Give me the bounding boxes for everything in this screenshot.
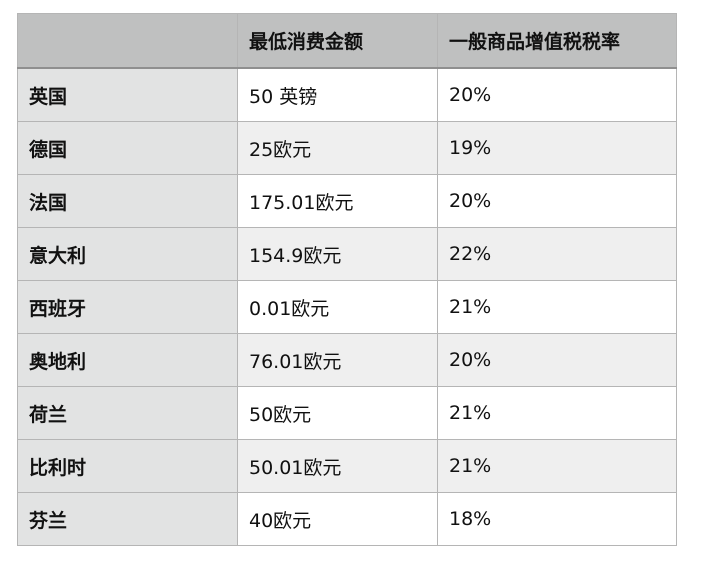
country-cell: 英国 bbox=[17, 67, 238, 122]
header-vat-rate: 一般商品增值税税率 bbox=[437, 13, 677, 69]
vat-rate-cell: 21% bbox=[437, 386, 677, 440]
vat-rate-cell: 21% bbox=[437, 439, 677, 493]
table-row: 比利时 50.01欧元 21% bbox=[17, 439, 677, 493]
vat-rate-cell: 19% bbox=[437, 121, 677, 175]
vat-rate-cell: 20% bbox=[437, 174, 677, 228]
table-row: 西班牙 0.01欧元 21% bbox=[17, 280, 677, 334]
vat-rate-cell: 20% bbox=[437, 333, 677, 387]
min-amount-cell: 50.01欧元 bbox=[237, 439, 438, 493]
table-row: 意大利 154.9欧元 22% bbox=[17, 227, 677, 281]
vat-rate-cell: 18% bbox=[437, 492, 677, 546]
min-amount-cell: 50 英镑 bbox=[237, 67, 438, 122]
table-row: 奥地利 76.01欧元 20% bbox=[17, 333, 677, 387]
country-cell: 芬兰 bbox=[17, 492, 238, 546]
table-row: 荷兰 50欧元 21% bbox=[17, 386, 677, 440]
country-cell: 奥地利 bbox=[17, 333, 238, 387]
min-amount-cell: 25欧元 bbox=[237, 121, 438, 175]
table-row: 德国 25欧元 19% bbox=[17, 121, 677, 175]
country-cell: 法国 bbox=[17, 174, 238, 228]
table-row: 芬兰 40欧元 18% bbox=[17, 492, 677, 546]
min-amount-cell: 50欧元 bbox=[237, 386, 438, 440]
vat-rate-cell: 21% bbox=[437, 280, 677, 334]
min-amount-cell: 154.9欧元 bbox=[237, 227, 438, 281]
min-amount-cell: 76.01欧元 bbox=[237, 333, 438, 387]
vat-table: 最低消费金额 一般商品增值税税率 英国 50 英镑 20% 德国 25欧元 19% 法国 17… bbox=[17, 13, 677, 546]
vat-rate-cell: 22% bbox=[437, 227, 677, 281]
min-amount-cell: 0.01欧元 bbox=[237, 280, 438, 334]
table-row: 法国 175.01欧元 20% bbox=[17, 174, 677, 228]
header-country bbox=[17, 13, 238, 69]
vat-rate-cell: 20% bbox=[437, 67, 677, 122]
min-amount-cell: 40欧元 bbox=[237, 492, 438, 546]
country-cell: 德国 bbox=[17, 121, 238, 175]
country-cell: 意大利 bbox=[17, 227, 238, 281]
min-amount-cell: 175.01欧元 bbox=[237, 174, 438, 228]
table-row: 英国 50 英镑 20% bbox=[17, 67, 677, 122]
country-cell: 荷兰 bbox=[17, 386, 238, 440]
country-cell: 西班牙 bbox=[17, 280, 238, 334]
header-row: 最低消费金额 一般商品增值税税率 bbox=[17, 13, 677, 69]
country-cell: 比利时 bbox=[17, 439, 238, 493]
header-min-amount: 最低消费金额 bbox=[237, 13, 438, 69]
